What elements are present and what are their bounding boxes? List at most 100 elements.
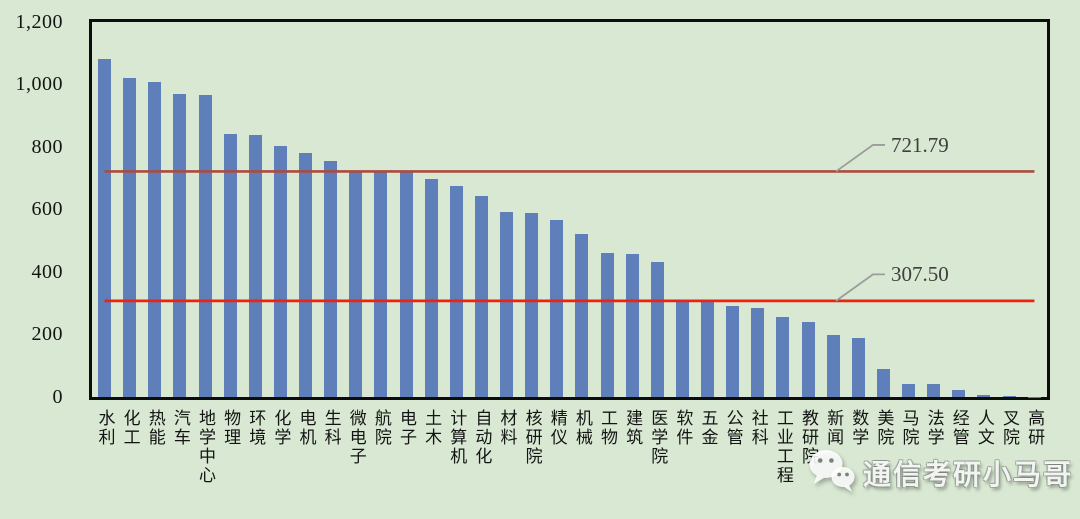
x-axis-label: 电机 (296, 409, 316, 447)
x-axis-label: 马院 (899, 409, 919, 447)
x-slot: 电机 (293, 409, 318, 515)
reference-line-label-1: 307.50 (891, 262, 949, 287)
x-slot: 微电子 (343, 409, 368, 515)
watermark-text: 通信考研小马哥 (863, 458, 1074, 490)
x-axis-label: 数学 (849, 409, 869, 447)
x-slot: 五金 (695, 409, 720, 515)
bar-slot (871, 22, 896, 397)
bar (600, 252, 614, 397)
bar-slot (846, 22, 871, 397)
x-slot: 精仪 (544, 409, 569, 515)
bar-slot (469, 22, 494, 397)
x-axis-label: 电子 (396, 409, 416, 447)
x-slot: 数学 (846, 409, 871, 515)
bar (299, 152, 313, 397)
bar-slot (770, 22, 795, 397)
bar (399, 172, 413, 397)
x-axis-label: 材料 (497, 409, 517, 447)
bar-slot (92, 22, 117, 397)
x-axis-label: 教研院 (798, 409, 818, 466)
x-slot: 叉院 (997, 409, 1022, 515)
x-axis-label: 环境 (246, 409, 266, 447)
x-slot: 环境 (243, 409, 268, 515)
bar (801, 321, 815, 397)
bar (198, 94, 212, 397)
x-slot: 高研 (1022, 409, 1047, 515)
x-slot: 公管 (720, 409, 745, 515)
bar (776, 317, 790, 397)
x-slot: 建筑 (620, 409, 645, 515)
x-axis-label: 化学 (271, 409, 291, 447)
reference-line-label-0: 721.79 (891, 132, 949, 157)
bar-slot (821, 22, 846, 397)
bar (474, 195, 488, 397)
bar (625, 253, 639, 397)
x-axis: 水利 化工 热能 汽车 地学中心 物理 环境 化学 电机 生科 微电子 航院 电子 土木 计算机 自动化 材料核… (92, 409, 1047, 515)
x-axis-label: 计算机 (447, 409, 467, 466)
bar (525, 213, 539, 397)
bar (500, 211, 514, 397)
x-slot: 核研院 (519, 409, 544, 515)
bar-slot (645, 22, 670, 397)
bar-slot (394, 22, 419, 397)
bar (98, 58, 112, 397)
y-tick-label: 800 (31, 135, 63, 158)
bar-slot (142, 22, 167, 397)
bar (1002, 396, 1016, 397)
bar (173, 94, 187, 397)
bar (148, 82, 162, 397)
x-slot: 美院 (871, 409, 896, 515)
x-axis-label: 工物 (597, 409, 617, 447)
x-slot: 土木 (419, 409, 444, 515)
x-slot: 机械 (569, 409, 594, 515)
x-axis-label: 医学院 (648, 409, 668, 466)
bar-slot (695, 22, 720, 397)
x-axis-label: 化工 (120, 409, 140, 447)
bar (927, 384, 941, 397)
bars-container (92, 22, 1047, 397)
bar-slot (620, 22, 645, 397)
x-slot: 法学 (921, 409, 946, 515)
x-slot: 经管 (946, 409, 971, 515)
bar (876, 369, 890, 397)
x-slot: 化学 (268, 409, 293, 515)
x-axis-label: 工业工程 (773, 409, 793, 485)
x-axis-label: 水利 (95, 409, 115, 447)
bar-slot (318, 22, 343, 397)
x-axis-label: 五金 (698, 409, 718, 447)
bar (324, 161, 338, 397)
bar (701, 301, 715, 397)
bar (902, 383, 916, 397)
bar-slot (1022, 22, 1047, 397)
x-axis-label: 核研院 (522, 409, 542, 466)
x-axis-label: 软件 (673, 409, 693, 447)
x-slot: 马院 (896, 409, 921, 515)
x-slot: 物理 (218, 409, 243, 515)
bar (248, 134, 262, 397)
x-axis-label: 叉院 (999, 409, 1019, 447)
x-axis-label: 自动化 (472, 409, 492, 466)
wechat-icon (806, 446, 858, 499)
bar (223, 134, 237, 397)
x-axis-label: 航院 (371, 409, 391, 447)
bar-slot (720, 22, 745, 397)
x-axis-label: 精仪 (547, 409, 567, 447)
bar-slot (444, 22, 469, 397)
bar (575, 233, 589, 397)
bar (952, 389, 966, 397)
bar-slot (167, 22, 192, 397)
bar (826, 335, 840, 397)
x-slot: 人文 (971, 409, 996, 515)
x-axis-label: 高研 (1025, 409, 1045, 447)
bar (424, 179, 438, 397)
bar (273, 146, 287, 397)
bar (449, 186, 463, 397)
x-slot: 工业工程 (770, 409, 795, 515)
bar-slot (946, 22, 971, 397)
watermark: 通信考研小马哥 (806, 446, 1073, 499)
bar-slot (268, 22, 293, 397)
x-slot: 汽车 (167, 409, 192, 515)
x-slot: 教研院 (796, 409, 821, 515)
bar (751, 307, 765, 397)
plot-inner: 721.79 307.50 (92, 22, 1047, 397)
